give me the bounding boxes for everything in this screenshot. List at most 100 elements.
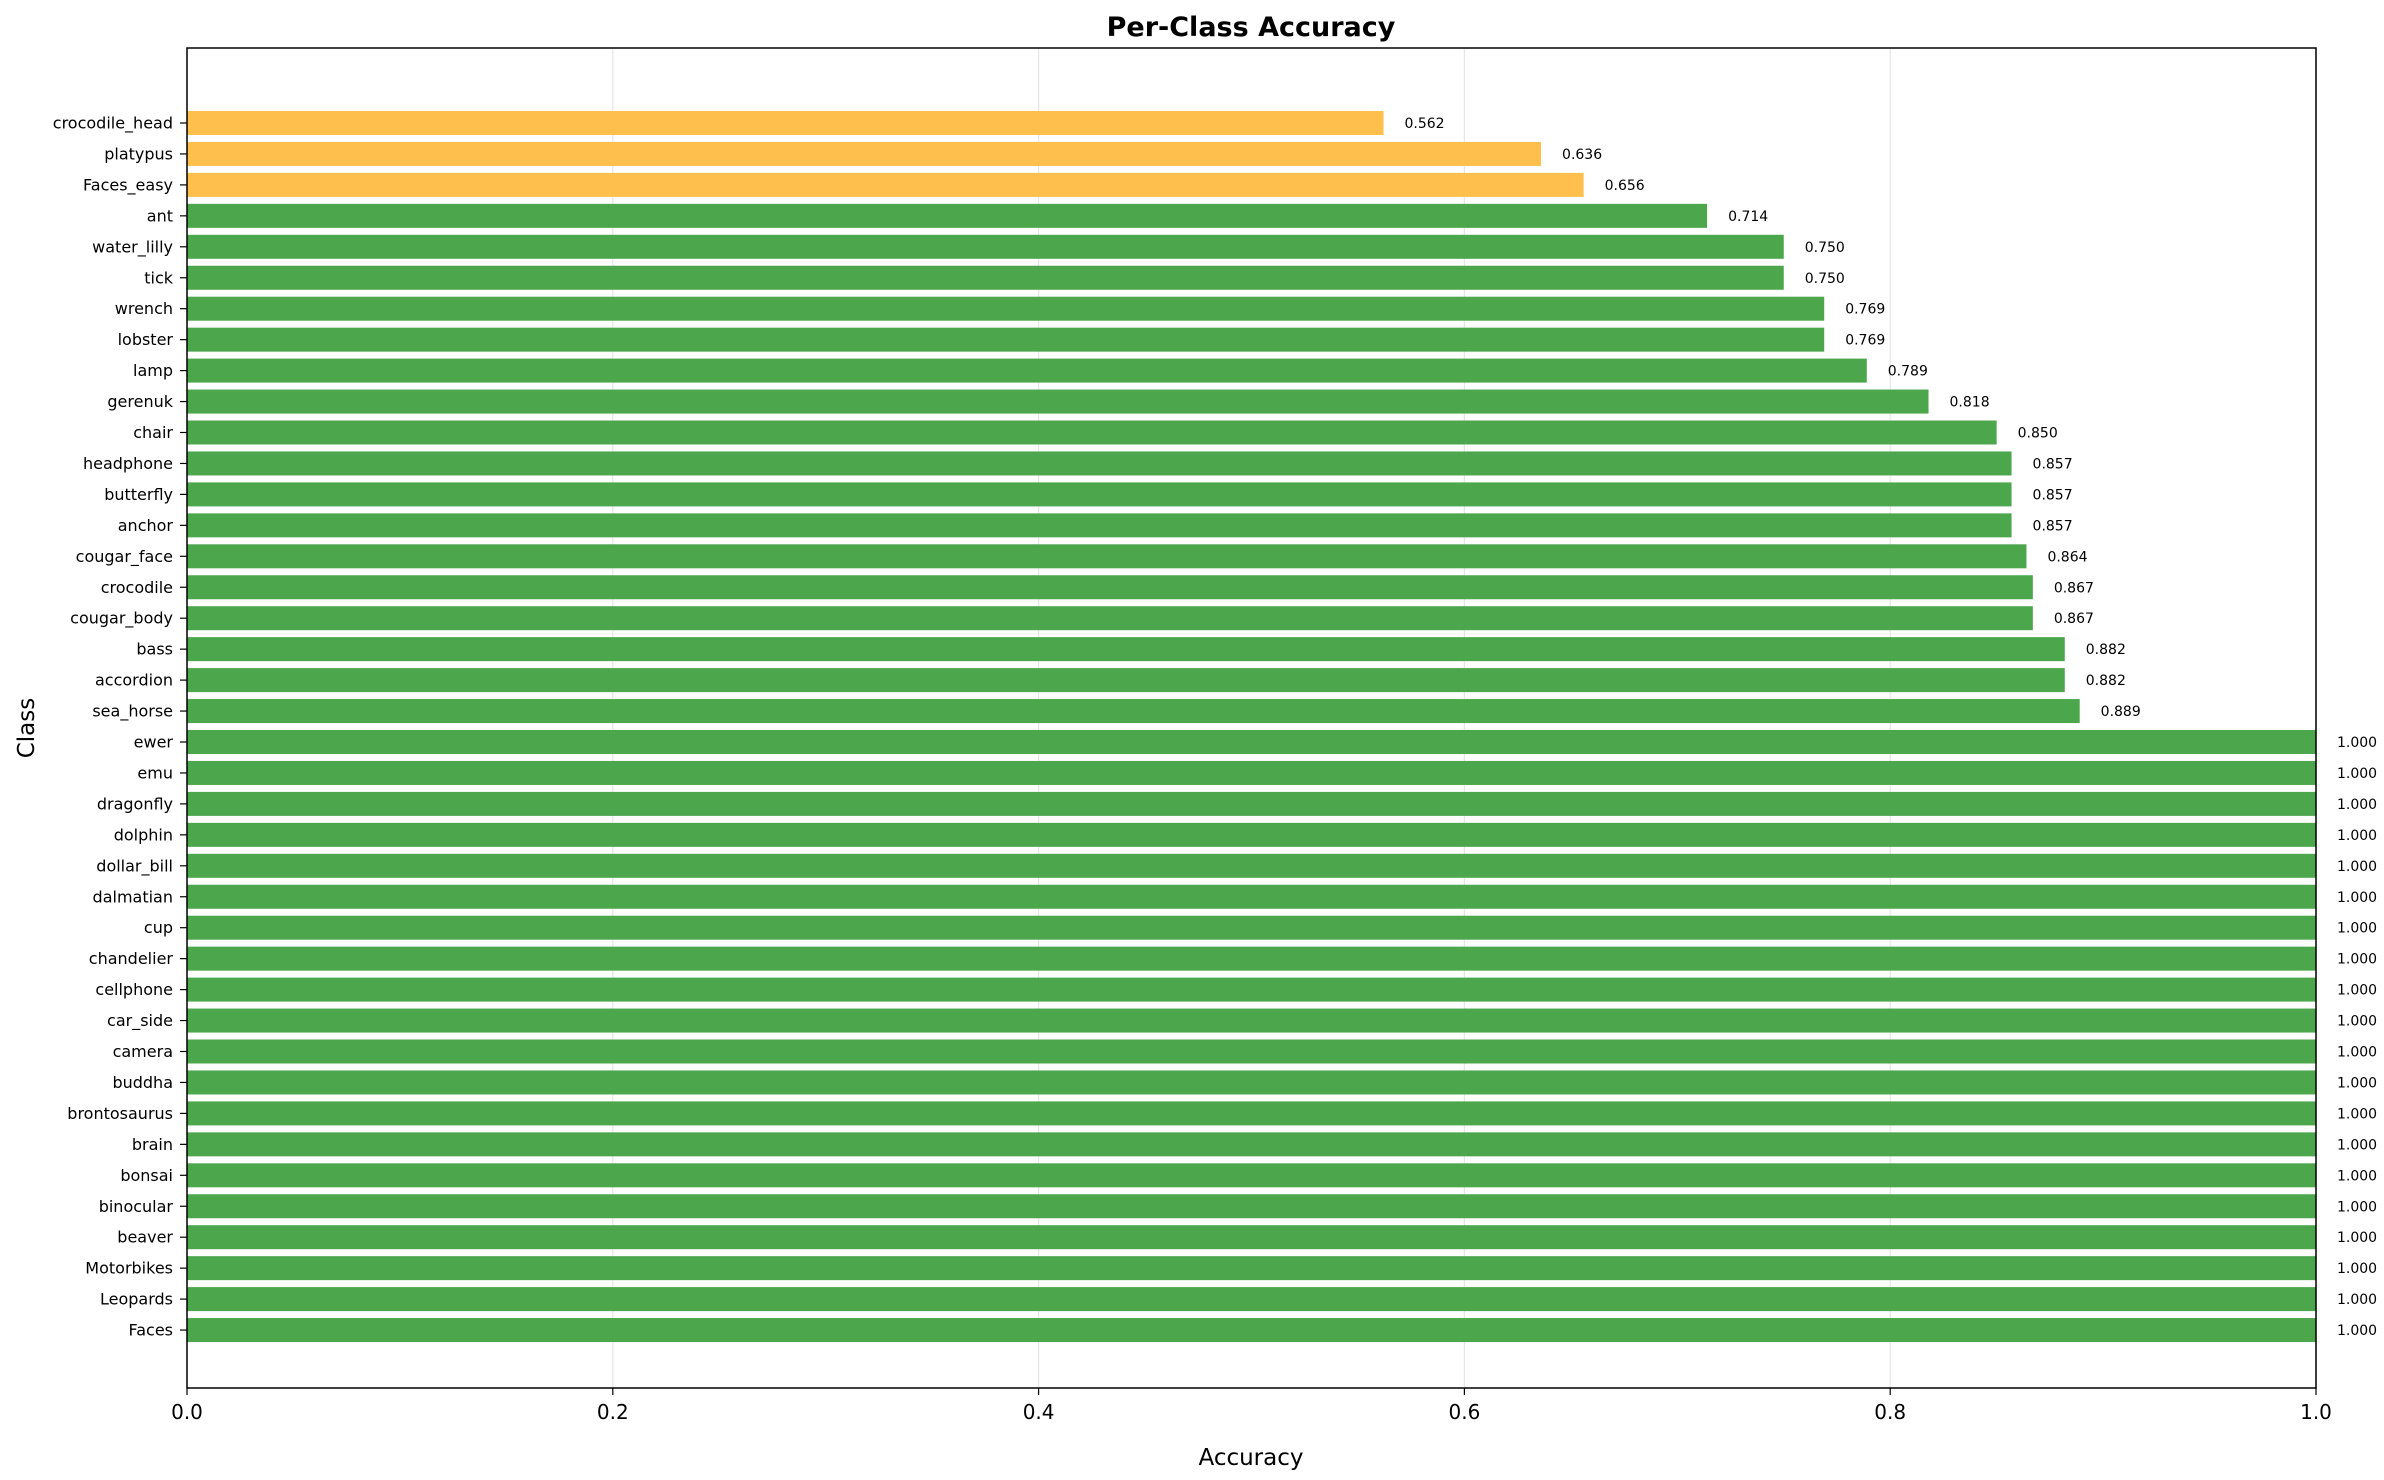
y-tick-label: dollar_bill <box>96 856 173 876</box>
bar <box>187 111 1384 135</box>
bar-value-label: 0.818 <box>1950 395 1990 411</box>
bar <box>187 203 1708 228</box>
y-tick-label: dalmatian <box>93 887 173 906</box>
plot-frame <box>186 47 2317 1389</box>
bar <box>187 358 1867 383</box>
y-tick-label: buddha <box>112 1073 173 1092</box>
chart-title: Per-Class Accuracy <box>1107 12 1396 43</box>
y-tick-label: platypus <box>104 144 173 163</box>
bar-value-label: 0.789 <box>1888 364 1928 380</box>
bar <box>187 730 2316 754</box>
y-tick-label: brontosaurus <box>67 1104 173 1123</box>
bar <box>187 853 2316 878</box>
bar-value-label: 0.867 <box>2054 611 2094 627</box>
y-tick-label: bonsai <box>120 1166 173 1185</box>
y-tick-label: cellphone <box>95 980 173 999</box>
bar-value-label: 1.000 <box>2337 1230 2377 1246</box>
y-tick-label: binocular <box>99 1197 174 1216</box>
bar-value-label: 0.857 <box>2033 487 2073 503</box>
bar <box>187 1101 2316 1126</box>
x-tick-label: 0.6 <box>1448 1400 1480 1424</box>
bar-value-label: 1.000 <box>2337 1261 2377 1277</box>
x-tick-label: 0.4 <box>1023 1400 1055 1424</box>
bar-value-label: 1.000 <box>2337 890 2377 906</box>
y-tick-label: Faces <box>128 1321 173 1340</box>
bar-value-label: 1.000 <box>2337 1199 2377 1215</box>
y-tick-label: cougar_face <box>76 547 173 567</box>
bar-value-label: 1.000 <box>2337 921 2377 937</box>
y-tick-label: car_side <box>107 1011 173 1031</box>
bar <box>187 482 2012 507</box>
bar <box>187 575 2033 600</box>
y-tick-label: dolphin <box>114 825 173 844</box>
y-tick-label: beaver <box>117 1228 173 1247</box>
y-tick-label: accordion <box>95 671 173 690</box>
bar-value-label: 1.000 <box>2337 952 2377 968</box>
x-tick-label: 0.8 <box>1874 1400 1906 1424</box>
bar-value-label: 0.769 <box>1845 302 1885 318</box>
bar <box>187 884 2316 909</box>
bar <box>187 1132 2316 1157</box>
bar <box>187 451 2012 476</box>
bar <box>187 977 2316 1002</box>
y-tick-label: dragonfly <box>97 794 173 813</box>
bar <box>187 668 2065 693</box>
y-axis-label: Class <box>14 698 40 759</box>
bar-value-label: 1.000 <box>2337 735 2377 751</box>
value-labels: 0.5620.6360.6560.7140.7500.7500.7690.769… <box>1404 116 2377 1339</box>
y-tick-label: lamp <box>133 361 173 380</box>
y-tick-label: crocodile <box>101 578 173 597</box>
bar-value-label: 1.000 <box>2337 1168 2377 1184</box>
bar <box>187 946 2316 971</box>
bar <box>187 172 1584 197</box>
bar-value-label: 0.867 <box>2054 580 2094 596</box>
bar <box>187 1008 2316 1033</box>
bar-value-label: 1.000 <box>2337 828 2377 844</box>
x-axis-ticks: 0.0 0.2 0.4 0.6 0.8 1.0 <box>171 1388 2332 1424</box>
bar <box>187 606 2033 631</box>
bar-value-label: 1.000 <box>2337 1137 2377 1153</box>
bar-value-label: 0.750 <box>1805 240 1845 256</box>
y-tick-label: chandelier <box>89 949 174 968</box>
bar-value-label: 0.562 <box>1404 116 1444 132</box>
y-tick-label: sea_horse <box>92 702 173 722</box>
bar-value-label: 1.000 <box>2337 797 2377 813</box>
bar <box>187 1163 2316 1188</box>
y-tick-label: ant <box>147 206 173 225</box>
bar-value-label: 1.000 <box>2337 1075 2377 1091</box>
bar <box>187 296 1825 321</box>
bar <box>187 791 2316 816</box>
bar <box>187 699 2080 724</box>
y-tick-label: headphone <box>83 454 173 473</box>
y-tick-label: cougar_body <box>70 609 173 629</box>
bar <box>187 234 1784 259</box>
bar-value-label: 0.889 <box>2101 704 2141 720</box>
bar-value-label: 0.750 <box>1805 271 1845 287</box>
y-tick-label: Faces_easy <box>83 175 173 195</box>
y-tick-label: bass <box>136 640 173 659</box>
y-tick-label: brain <box>132 1135 173 1154</box>
bar-value-label: 0.850 <box>2018 426 2058 442</box>
bar-value-label: 0.864 <box>2047 549 2087 565</box>
y-tick-label: tick <box>144 268 174 287</box>
bar-value-label: 0.857 <box>2033 518 2073 534</box>
bar-value-label: 1.000 <box>2337 1323 2377 1339</box>
bar <box>187 513 2012 538</box>
bar-value-label: 0.714 <box>1728 209 1768 225</box>
x-axis-label: Accuracy <box>1198 1445 1303 1471</box>
bar-value-label: 1.000 <box>2337 859 2377 875</box>
bar <box>187 760 2316 785</box>
bars <box>187 111 2316 1343</box>
y-tick-label: lobster <box>118 330 174 349</box>
bar <box>187 420 1997 445</box>
bar <box>187 389 1929 414</box>
bar <box>187 1070 2316 1095</box>
y-tick-label: anchor <box>118 516 174 535</box>
y-tick-label: Leopards <box>100 1290 173 1309</box>
y-tick-label: water_lilly <box>92 237 173 257</box>
y-tick-label: butterfly <box>104 485 173 504</box>
bar <box>187 544 2027 569</box>
bar <box>187 822 2316 847</box>
